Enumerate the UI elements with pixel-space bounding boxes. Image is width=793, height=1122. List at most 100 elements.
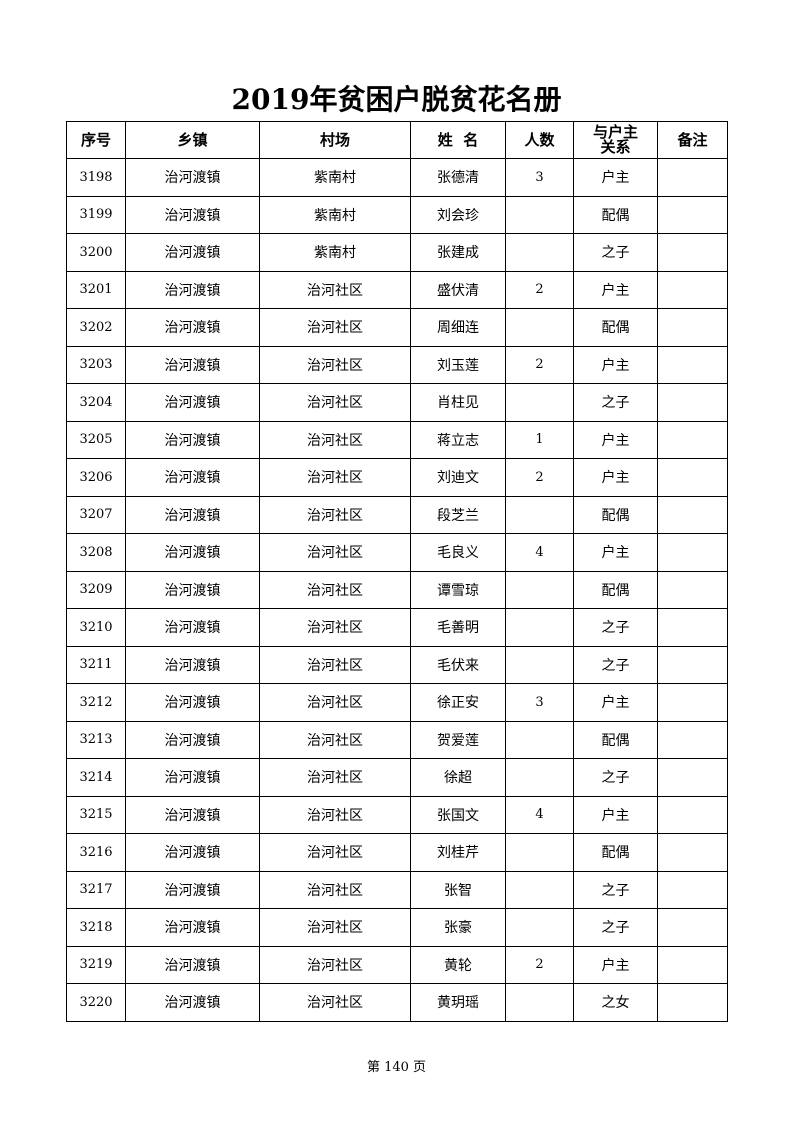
cell-town: 治河渡镇: [125, 458, 260, 497]
cell-relation: 户主: [573, 270, 658, 309]
cell-index: 3203: [66, 345, 126, 384]
cell-remark: [657, 158, 728, 197]
col-header-relation: 与户主关系: [573, 121, 658, 159]
cell-name: 段芝兰: [410, 495, 506, 534]
cell-index: 3201: [66, 270, 126, 309]
cell-village: 治河社区: [259, 458, 411, 497]
cell-relation: 之子: [573, 645, 658, 684]
cell-name: 毛伏来: [410, 645, 506, 684]
cell-village: 治河社区: [259, 758, 411, 797]
cell-name: 刘会珍: [410, 195, 506, 234]
page-title: 2019年贫困户脱贫花名册: [231, 83, 562, 116]
cell-relation: 户主: [573, 795, 658, 834]
cell-remark: [657, 495, 728, 534]
cell-name: 徐正安: [410, 683, 506, 722]
table-row: 3218 治河渡镇 治河社区 张豪 之子: [66, 908, 728, 947]
cell-relation: 户主: [573, 533, 658, 572]
cell-village: 治河社区: [259, 683, 411, 722]
cell-relation: 户主: [573, 458, 658, 497]
table-row: 3204 治河渡镇 治河社区 肖柱见 之子: [66, 383, 728, 422]
cell-count: [505, 570, 574, 609]
cell-index: 3214: [66, 758, 126, 797]
cell-name: 张德清: [410, 158, 506, 197]
cell-village: 治河社区: [259, 270, 411, 309]
cell-count: [505, 495, 574, 534]
cell-town: 治河渡镇: [125, 983, 260, 1022]
table-row: 3216 治河渡镇 治河社区 刘桂芹 配偶: [66, 833, 728, 872]
table-row: 3200 治河渡镇 紫南村 张建成 之子: [66, 233, 728, 272]
cell-count: [505, 233, 574, 272]
cell-count: [505, 908, 574, 947]
cell-village: 治河社区: [259, 533, 411, 572]
cell-index: 3213: [66, 720, 126, 759]
cell-town: 治河渡镇: [125, 608, 260, 647]
cell-count: [505, 870, 574, 909]
cell-index: 3212: [66, 683, 126, 722]
cell-remark: [657, 195, 728, 234]
cell-village: 治河社区: [259, 908, 411, 947]
cell-count: 2: [505, 345, 574, 384]
cell-name: 谭雪琼: [410, 570, 506, 609]
cell-relation: 配偶: [573, 720, 658, 759]
cell-count: [505, 608, 574, 647]
cell-relation: 配偶: [573, 495, 658, 534]
cell-remark: [657, 945, 728, 984]
cell-remark: [657, 345, 728, 384]
cell-index: 3218: [66, 908, 126, 947]
cell-town: 治河渡镇: [125, 270, 260, 309]
cell-relation: 之子: [573, 383, 658, 422]
cell-remark: [657, 308, 728, 347]
cell-town: 治河渡镇: [125, 495, 260, 534]
cell-index: 3205: [66, 420, 126, 459]
cell-village: 治河社区: [259, 608, 411, 647]
cell-remark: [657, 908, 728, 947]
cell-index: 3207: [66, 495, 126, 534]
cell-count: 2: [505, 458, 574, 497]
cell-index: 3220: [66, 983, 126, 1022]
cell-remark: [657, 233, 728, 272]
cell-village: 治河社区: [259, 795, 411, 834]
cell-relation: 户主: [573, 345, 658, 384]
table-row: 3209 治河渡镇 治河社区 谭雪琼 配偶: [66, 570, 728, 609]
cell-count: 2: [505, 945, 574, 984]
cell-village: 紫南村: [259, 195, 411, 234]
cell-name: 毛良义: [410, 533, 506, 572]
cell-village: 紫南村: [259, 233, 411, 272]
cell-remark: [657, 458, 728, 497]
cell-relation: 户主: [573, 945, 658, 984]
table-row: 3202 治河渡镇 治河社区 周细连 配偶: [66, 308, 728, 347]
cell-town: 治河渡镇: [125, 308, 260, 347]
cell-count: 3: [505, 158, 574, 197]
cell-name: 肖柱见: [410, 383, 506, 422]
cell-remark: [657, 983, 728, 1022]
cell-count: [505, 833, 574, 872]
cell-count: [505, 758, 574, 797]
cell-town: 治河渡镇: [125, 833, 260, 872]
cell-name: 刘桂芹: [410, 833, 506, 872]
cell-name: 贺爱莲: [410, 720, 506, 759]
cell-relation: 户主: [573, 420, 658, 459]
cell-count: 4: [505, 795, 574, 834]
cell-town: 治河渡镇: [125, 195, 260, 234]
cell-town: 治河渡镇: [125, 158, 260, 197]
cell-name: 刘玉莲: [410, 345, 506, 384]
roster-table: 序号 乡镇 村场 姓 名 人数 与户主关系 备注 3198 治河渡镇 紫南村 张德清 3…: [66, 121, 728, 1022]
cell-town: 治河渡镇: [125, 908, 260, 947]
cell-index: 3211: [66, 645, 126, 684]
cell-name: 盛伏清: [410, 270, 506, 309]
cell-name: 毛善明: [410, 608, 506, 647]
cell-remark: [657, 870, 728, 909]
cell-village: 治河社区: [259, 720, 411, 759]
table-row: 3205 治河渡镇 治河社区 蒋立志 1 户主: [66, 420, 728, 459]
cell-name: 张智: [410, 870, 506, 909]
cell-count: [505, 645, 574, 684]
cell-remark: [657, 683, 728, 722]
cell-relation: 配偶: [573, 833, 658, 872]
cell-remark: [657, 795, 728, 834]
cell-relation: 之子: [573, 908, 658, 947]
cell-village: 紫南村: [259, 158, 411, 197]
table-row: 3201 治河渡镇 治河社区 盛伏清 2 户主: [66, 270, 728, 309]
cell-name: 周细连: [410, 308, 506, 347]
cell-town: 治河渡镇: [125, 570, 260, 609]
cell-remark: [657, 533, 728, 572]
